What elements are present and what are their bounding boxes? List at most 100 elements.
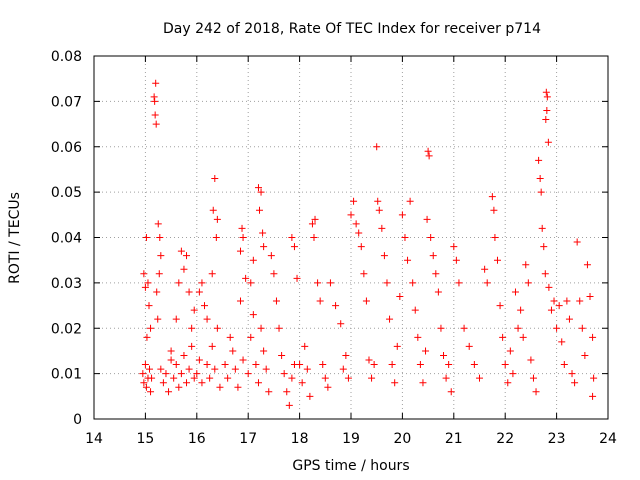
y-tick-label: 0.07	[51, 94, 82, 110]
data-point	[419, 379, 427, 387]
data-point	[432, 270, 440, 278]
data-point	[306, 392, 314, 400]
data-point	[211, 175, 219, 183]
data-point	[550, 297, 558, 305]
data-point	[352, 220, 360, 228]
data-point	[188, 342, 196, 350]
y-tick-label: 0.06	[51, 140, 82, 156]
data-point	[504, 379, 512, 387]
data-point	[342, 351, 350, 359]
data-point	[154, 315, 162, 323]
y-tick-label: 0.04	[51, 231, 82, 247]
data-point	[154, 220, 162, 228]
data-point	[285, 401, 293, 409]
data-point	[296, 361, 304, 369]
data-point	[506, 347, 514, 355]
data-point	[553, 324, 561, 332]
data-point	[206, 374, 214, 382]
data-point	[536, 175, 544, 183]
y-axis-label: ROTI / TECUs	[7, 192, 23, 284]
data-point	[278, 351, 286, 359]
data-point	[221, 361, 229, 369]
data-point	[437, 324, 445, 332]
data-point	[522, 261, 530, 269]
data-point	[301, 342, 309, 350]
data-point	[542, 116, 550, 124]
data-point	[159, 379, 167, 387]
data-point	[398, 211, 406, 219]
data-point	[195, 288, 203, 296]
data-point	[141, 283, 149, 291]
data-point	[590, 374, 598, 382]
x-tick-label: 20	[393, 431, 411, 447]
data-point	[455, 279, 463, 287]
data-point	[365, 356, 373, 364]
data-point	[532, 388, 540, 396]
data-point	[208, 270, 216, 278]
data-point	[153, 288, 161, 296]
data-point	[175, 279, 183, 287]
data-point	[242, 274, 250, 282]
data-point	[183, 379, 191, 387]
data-point	[185, 365, 193, 373]
data-point	[514, 324, 522, 332]
y-tick-label: 0.03	[51, 276, 82, 292]
data-point	[337, 320, 345, 328]
data-point	[558, 338, 566, 346]
data-point	[321, 374, 329, 382]
data-point	[209, 206, 217, 214]
data-point	[259, 229, 267, 237]
data-point	[270, 270, 278, 278]
x-tick-label: 22	[496, 431, 514, 447]
data-point	[247, 333, 255, 341]
chart-title: Day 242 of 2018, Rate Of TEC Index for r…	[163, 21, 541, 37]
data-point	[544, 138, 552, 146]
data-point	[440, 351, 448, 359]
data-point	[422, 347, 430, 355]
data-point	[231, 365, 239, 373]
data-point	[152, 79, 160, 87]
data-point	[434, 288, 442, 296]
data-point	[146, 365, 154, 373]
data-point	[211, 365, 219, 373]
data-point	[355, 229, 363, 237]
data-point	[162, 370, 170, 378]
data-point	[236, 297, 244, 305]
data-point	[491, 234, 499, 241]
data-point	[332, 302, 340, 310]
data-point	[388, 361, 396, 369]
data-point	[571, 379, 579, 387]
y-tick-label: 0.08	[51, 49, 82, 65]
data-point	[350, 197, 358, 205]
data-point	[147, 388, 155, 396]
data-point	[262, 365, 270, 373]
data-point	[347, 211, 355, 219]
data-point	[509, 370, 517, 378]
data-point	[424, 147, 432, 155]
data-point	[147, 324, 155, 332]
data-point	[370, 361, 378, 369]
data-point	[573, 238, 581, 246]
data-point	[257, 188, 265, 196]
data-point	[275, 324, 283, 332]
data-point	[488, 193, 496, 201]
data-point	[283, 388, 291, 396]
data-point	[442, 374, 450, 382]
data-point	[213, 215, 221, 223]
x-tick-label: 24	[599, 431, 617, 447]
data-point	[529, 374, 537, 382]
data-point	[143, 333, 151, 341]
data-point	[360, 270, 368, 278]
data-point	[416, 361, 424, 369]
data-point	[445, 361, 453, 369]
data-point	[460, 324, 468, 332]
data-point	[429, 252, 437, 260]
data-point	[244, 370, 252, 378]
data-point	[201, 302, 209, 310]
data-point	[140, 270, 148, 278]
data-point	[180, 351, 188, 359]
data-point	[490, 206, 498, 214]
data-point	[139, 370, 147, 378]
data-point	[535, 156, 543, 164]
